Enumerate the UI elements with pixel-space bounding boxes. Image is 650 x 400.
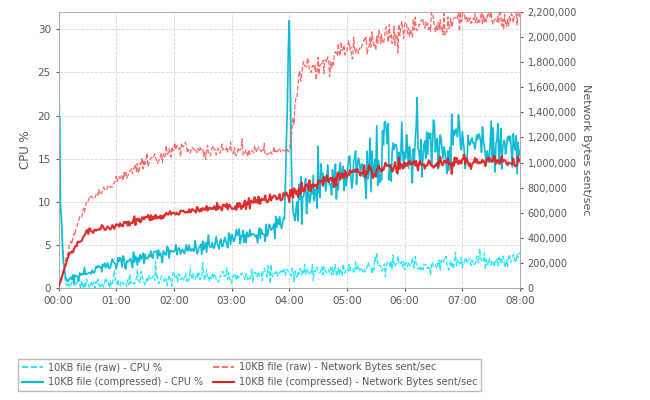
Legend: 10KB file (raw) - CPU %, 10KB file (compressed) - CPU %, 10KB file (raw) - Netwo: 10KB file (raw) - CPU %, 10KB file (comp… [18, 358, 482, 391]
Y-axis label: CPU %: CPU % [19, 131, 32, 169]
Y-axis label: Network Bytes sent/sec: Network Bytes sent/sec [581, 84, 591, 216]
